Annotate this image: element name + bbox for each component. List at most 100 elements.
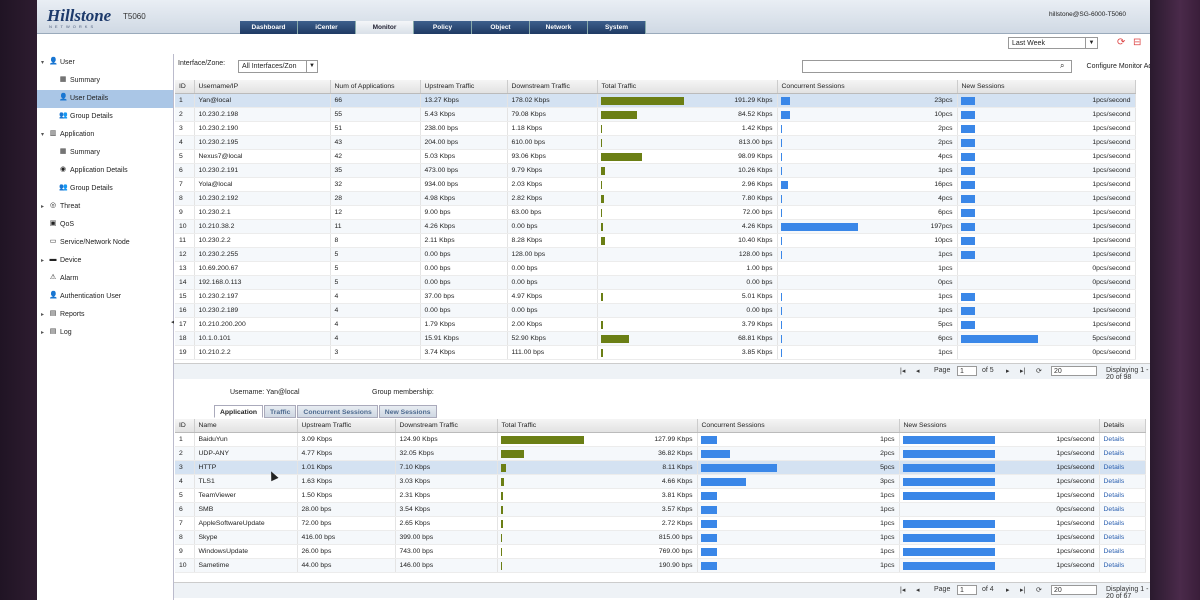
refresh-icon[interactable]: ⟳ [1036,368,1042,375]
table-row[interactable]: 4 10.230.2.195 43 204.00 bps 610.00 bps 813.0… [175,135,1136,150]
details-link[interactable]: Details [1099,502,1146,517]
sidebar-item-group-details[interactable]: 👥 Group Details [37,108,173,126]
app_table-header[interactable]: Upstream Traffic [297,419,396,433]
page-number-input[interactable]: 1 [957,585,977,595]
sidebar-item-authentication-user[interactable]: 👤 Authentication User [37,288,173,306]
expand-arrow-icon[interactable]: ▸ [41,204,45,210]
collapse-sidebar-icon[interactable]: ◂ [171,319,175,326]
nav-tab-policy[interactable]: Policy [414,21,472,34]
user_table-header[interactable]: Num of Applications [330,80,421,94]
table-row[interactable]: 15 10.230.2.197 4 37.00 bps 4.97 Kbps 5.01 Kb… [175,289,1136,304]
table-row[interactable]: 13 10.69.200.67 5 0.00 bps 0.00 bps 1.00 bps 1… [175,261,1136,276]
last-page-icon[interactable]: ▸| [1020,587,1026,594]
sidebar-item-application-details[interactable]: ◉ Application Details [37,162,173,180]
period-select[interactable]: Last Week ▼ [1008,37,1098,49]
next-page-icon[interactable]: ▸ [1006,587,1010,594]
table-row[interactable]: 17 10.210.200.200 4 1.79 Kbps 2.00 Kbps 3.79 … [175,317,1136,332]
details-link[interactable]: Details [1099,474,1146,489]
tab-concurrent-sessions[interactable]: Concurrent Sessions [297,405,378,418]
prev-page-icon[interactable]: ◂ [916,368,920,375]
details-link[interactable]: Details [1099,488,1146,503]
table-row[interactable]: 5 TeamViewer 1.50 Kbps 2.31 Kbps 3.81 Kbps 1p… [175,488,1146,503]
details-link[interactable]: Details [1099,558,1146,573]
sidebar-item-user-details[interactable]: 👤 User Details [37,90,173,108]
sidebar-item-reports[interactable]: ▸ ▤ Reports [37,306,173,324]
table-row[interactable]: 7 AppleSoftwareUpdate 72.00 bps 2.65 Kbps 2.… [175,516,1146,531]
app_table-header[interactable]: ID [175,419,195,433]
user_table-header[interactable]: New Sessions [957,80,1136,94]
sidebar-item-summary[interactable]: ▦ Summary [37,144,173,162]
table-row[interactable]: 2 10.230.2.198 55 5.43 Kbps 79.08 Kbps 84.52 … [175,107,1136,122]
app_table-header[interactable]: Concurrent Sessions [697,419,900,433]
expand-arrow-icon[interactable]: ▾ [41,132,45,138]
prev-page-icon[interactable]: ◂ [916,587,920,594]
nav-tab-icenter[interactable]: iCenter [298,21,356,34]
nav-tab-system[interactable]: System [588,21,646,34]
chevron-down-icon[interactable]: ▼ [306,61,317,72]
app_table-header[interactable]: Downstream Traffic [395,419,498,433]
sidebar-item-group-details[interactable]: 👥 Group Details [37,180,173,198]
search-input[interactable] [802,60,1072,73]
table-row[interactable]: 9 10.230.2.1 12 9.00 bps 63.00 bps 72.00 bps 6… [175,205,1136,220]
details-link[interactable]: Details [1099,446,1146,461]
user_table-header[interactable]: ID [175,80,195,94]
search-icon[interactable]: ⌕ [1060,61,1065,70]
table-row[interactable]: 14 192.168.0.113 5 0.00 bps 0.00 bps 0.00 bps… [175,275,1136,290]
sidebar-item-log[interactable]: ▸ ▤ Log [37,324,173,342]
refresh-icon[interactable]: ⟳ [1117,37,1126,48]
details-link[interactable]: Details [1099,516,1146,531]
first-page-icon[interactable]: |◂ [900,368,906,375]
chevron-down-icon[interactable]: ▼ [1085,38,1097,48]
sidebar-item-service-network-node[interactable]: ▭ Service/Network Node [37,234,173,252]
table-row[interactable]: 9 WindowsUpdate 26.00 bps 743.00 bps 769.00 … [175,544,1146,559]
table-row[interactable]: 1 BaiduYun 3.09 Kbps 124.90 Kbps 127.99 Kbps… [175,432,1146,447]
configure-monitor-address-button[interactable]: Configure Monitor Address [1086,63,1150,70]
app_table-header[interactable]: Total Traffic [497,419,698,433]
next-page-icon[interactable]: ▸ [1006,368,1010,375]
expand-arrow-icon[interactable]: ▸ [41,312,45,318]
details-link[interactable]: Details [1099,544,1146,559]
expand-arrow-icon[interactable]: ▾ [41,60,45,66]
table-row[interactable]: 10 10.210.38.2 11 4.26 Kbps 0.00 bps 4.26 Kbp… [175,219,1136,234]
details-link[interactable]: Details [1099,460,1146,475]
app_table-header[interactable]: Details [1099,419,1146,433]
table-row[interactable]: 3 10.230.2.190 51 238.00 bps 1.18 Kbps 1.42 K… [175,121,1136,136]
logged-in-user[interactable]: hillstone@SG-6000-T5060 [1048,11,1126,18]
table-row[interactable]: 2 UDP-ANY 4.77 Kbps 32.05 Kbps 36.82 Kbps 2pc… [175,446,1146,461]
table-row[interactable]: 10 Sametime 44.00 bps 146.00 bps 190.90 bps 1… [175,558,1146,573]
export-icon[interactable]: ⊟ [1133,37,1142,48]
page-number-input[interactable]: 1 [957,366,977,376]
refresh-icon[interactable]: ⟳ [1036,587,1042,594]
sidebar-item-qos[interactable]: ▣ QoS [37,216,173,234]
table-row[interactable]: 3 HTTP 1.01 Kbps 7.10 Kbps 8.11 Kbps 5pcs 1pcs… [175,460,1146,475]
app_table-header[interactable]: New Sessions [899,419,1100,433]
tab-new-sessions[interactable]: New Sessions [378,405,437,418]
user_table-header[interactable]: Concurrent Sessions [777,80,958,94]
table-row[interactable]: 11 10.230.2.2 8 2.11 Kbps 8.28 Kbps 10.40 Kbp… [175,233,1136,248]
table-row[interactable]: 4 TLS1 1.63 Kbps 3.03 Kbps 4.66 Kbps 3pcs 1pcs… [175,474,1146,489]
user_table-header[interactable]: Downstream Traffic [507,80,598,94]
app_table-header[interactable]: Name [194,419,298,433]
table-row[interactable]: 5 Nexus7@local 42 5.03 Kbps 93.06 Kbps 98.09 … [175,149,1136,164]
expand-arrow-icon[interactable]: ▸ [41,258,45,264]
table-row[interactable]: 6 10.230.2.191 35 473.00 bps 9.79 Kbps 10.26 … [175,163,1136,178]
last-page-icon[interactable]: ▸| [1020,368,1026,375]
table-row[interactable]: 12 10.230.2.255 5 0.00 bps 128.00 bps 128.00 … [175,247,1136,262]
tab-application[interactable]: Application [214,405,264,418]
sidebar-item-device[interactable]: ▸ ▬ Device [37,252,173,270]
interface-zone-select[interactable]: All Interfaces/Zon ▼ [238,60,318,73]
sidebar-item-threat[interactable]: ▸ ◎ Threat [37,198,173,216]
user_table-header[interactable]: Upstream Traffic [420,80,508,94]
table-row[interactable]: 8 Skype 416.00 bps 399.00 bps 815.00 bps 1pcs… [175,530,1146,545]
nav-tab-dashboard[interactable]: Dashboard [240,21,298,34]
sidebar-item-application[interactable]: ▾ ▥ Application [37,126,173,144]
user_table-header[interactable]: Total Traffic [597,80,778,94]
nav-tab-object[interactable]: Object [472,21,530,34]
table-row[interactable]: 6 SMB 28.00 bps 3.54 Kbps 3.57 Kbps 1pcs 0pcs/… [175,502,1146,517]
table-row[interactable]: 16 10.230.2.189 4 0.00 bps 0.00 bps 0.00 bps 1… [175,303,1136,318]
first-page-icon[interactable]: |◂ [900,587,906,594]
sidebar-item-user[interactable]: ▾ 👤 User [37,54,173,72]
table-row[interactable]: 7 Yola@local 32 934.00 bps 2.03 Kbps 2.96 Kbp… [175,177,1136,192]
page-size-select[interactable]: 20 [1051,585,1097,595]
table-row[interactable]: 8 10.230.2.192 28 4.98 Kbps 2.82 Kbps 7.80 Kb… [175,191,1136,206]
